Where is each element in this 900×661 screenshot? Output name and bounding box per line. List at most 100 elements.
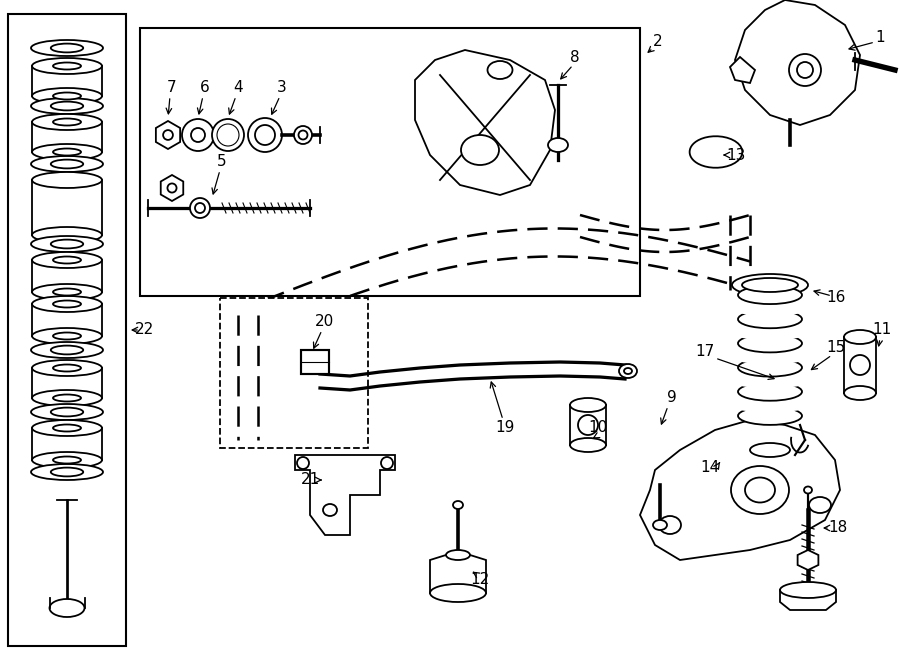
Ellipse shape xyxy=(31,342,103,358)
Ellipse shape xyxy=(53,395,81,401)
Polygon shape xyxy=(689,136,742,168)
Ellipse shape xyxy=(32,172,102,188)
Ellipse shape xyxy=(738,383,802,401)
Ellipse shape xyxy=(248,118,282,152)
Text: 7: 7 xyxy=(167,81,176,95)
Ellipse shape xyxy=(212,119,244,151)
Ellipse shape xyxy=(570,438,606,452)
Bar xyxy=(8,14,126,646)
Polygon shape xyxy=(735,0,860,125)
Ellipse shape xyxy=(32,58,102,74)
Ellipse shape xyxy=(53,256,81,264)
Bar xyxy=(301,350,329,374)
Polygon shape xyxy=(640,420,840,560)
Ellipse shape xyxy=(53,364,81,371)
Text: 17: 17 xyxy=(696,344,715,360)
Ellipse shape xyxy=(32,390,102,406)
Ellipse shape xyxy=(182,119,214,151)
Ellipse shape xyxy=(738,381,802,388)
Ellipse shape xyxy=(850,355,870,375)
Ellipse shape xyxy=(50,346,83,354)
Ellipse shape xyxy=(738,308,802,315)
Ellipse shape xyxy=(31,156,103,172)
Ellipse shape xyxy=(50,467,83,477)
Ellipse shape xyxy=(731,466,789,514)
Ellipse shape xyxy=(732,274,808,296)
Ellipse shape xyxy=(53,332,81,340)
Ellipse shape xyxy=(50,44,83,52)
Ellipse shape xyxy=(32,252,102,268)
Ellipse shape xyxy=(31,40,103,56)
Text: 20: 20 xyxy=(315,315,335,329)
Text: 11: 11 xyxy=(872,323,892,338)
Ellipse shape xyxy=(53,457,81,463)
Ellipse shape xyxy=(50,599,85,617)
Ellipse shape xyxy=(624,368,632,374)
Ellipse shape xyxy=(461,135,499,165)
Text: 14: 14 xyxy=(700,461,720,475)
Ellipse shape xyxy=(50,408,83,416)
Ellipse shape xyxy=(488,61,512,79)
Ellipse shape xyxy=(190,198,210,218)
Polygon shape xyxy=(161,175,184,201)
Text: 12: 12 xyxy=(471,572,490,588)
Ellipse shape xyxy=(32,114,102,130)
Ellipse shape xyxy=(809,497,831,513)
Ellipse shape xyxy=(789,54,821,86)
Ellipse shape xyxy=(299,130,308,139)
Polygon shape xyxy=(780,590,836,610)
Ellipse shape xyxy=(780,582,836,598)
Ellipse shape xyxy=(745,477,775,502)
Ellipse shape xyxy=(31,98,103,114)
Ellipse shape xyxy=(738,332,802,340)
Text: 1: 1 xyxy=(875,30,885,46)
Text: 19: 19 xyxy=(495,420,515,436)
Ellipse shape xyxy=(844,330,876,344)
Ellipse shape xyxy=(736,438,804,462)
Ellipse shape xyxy=(294,126,312,144)
Ellipse shape xyxy=(381,457,393,469)
Text: 5: 5 xyxy=(217,155,227,169)
Ellipse shape xyxy=(32,296,102,312)
Ellipse shape xyxy=(53,118,81,126)
Ellipse shape xyxy=(255,125,275,145)
Ellipse shape xyxy=(548,138,568,152)
Ellipse shape xyxy=(738,407,802,425)
Ellipse shape xyxy=(570,398,606,412)
Text: 4: 4 xyxy=(233,81,243,95)
Ellipse shape xyxy=(53,301,81,307)
Ellipse shape xyxy=(578,415,598,435)
Text: 22: 22 xyxy=(135,323,155,338)
Ellipse shape xyxy=(738,358,802,377)
Ellipse shape xyxy=(738,357,802,364)
Text: 6: 6 xyxy=(200,81,210,95)
Ellipse shape xyxy=(32,420,102,436)
Ellipse shape xyxy=(32,284,102,300)
Text: 13: 13 xyxy=(726,147,746,163)
Ellipse shape xyxy=(797,62,813,78)
Ellipse shape xyxy=(31,404,103,420)
Ellipse shape xyxy=(195,203,205,213)
Ellipse shape xyxy=(32,88,102,104)
Polygon shape xyxy=(156,121,180,149)
Ellipse shape xyxy=(659,516,681,534)
Ellipse shape xyxy=(32,328,102,344)
Text: 16: 16 xyxy=(826,290,846,305)
Ellipse shape xyxy=(53,288,81,295)
Ellipse shape xyxy=(738,310,802,329)
Ellipse shape xyxy=(742,278,798,292)
Ellipse shape xyxy=(446,550,470,560)
Bar xyxy=(220,298,368,448)
Ellipse shape xyxy=(297,457,309,469)
Ellipse shape xyxy=(738,334,802,352)
Polygon shape xyxy=(415,50,555,195)
Polygon shape xyxy=(797,550,818,570)
Ellipse shape xyxy=(738,429,802,436)
Ellipse shape xyxy=(32,452,102,468)
Polygon shape xyxy=(430,555,486,593)
Ellipse shape xyxy=(53,149,81,155)
Ellipse shape xyxy=(163,130,173,140)
Text: 8: 8 xyxy=(571,50,580,65)
Text: 10: 10 xyxy=(589,420,608,436)
Ellipse shape xyxy=(804,486,812,494)
